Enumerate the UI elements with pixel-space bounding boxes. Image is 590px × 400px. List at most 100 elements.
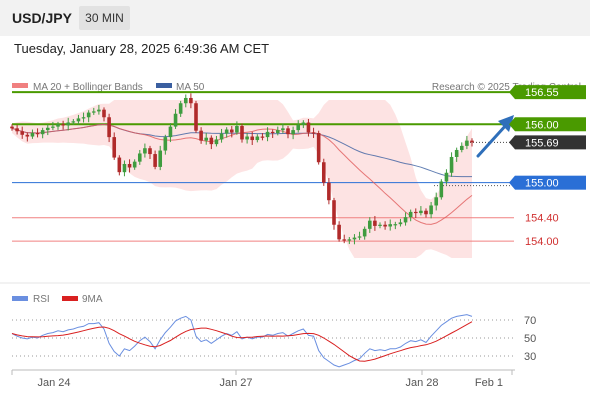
candle [250,131,255,146]
label-pointer [509,85,515,100]
candle-body [148,148,152,155]
candle-body [393,224,398,226]
bollinger-band [12,100,472,258]
candle [347,237,352,245]
rsi-panel [11,314,516,368]
candle-body [35,133,40,135]
candle-body [342,239,347,241]
candle [449,152,454,177]
candle [393,221,398,230]
candle [209,135,214,150]
candle-body [408,211,413,218]
candle-body [51,126,55,128]
candle-body [224,129,229,134]
candle [235,121,239,135]
candle-body [419,210,423,214]
rsi-ma-legend-swatch [62,296,78,301]
candle-body [383,224,387,227]
candle [117,155,122,176]
candle [15,124,19,135]
candle-body [321,162,326,183]
candle-body [306,122,311,133]
candle [224,127,229,138]
candle-body [311,132,316,134]
candle [465,135,469,150]
candle-body [413,211,418,214]
candle-body [10,126,14,129]
candle-body [316,133,321,163]
candle [61,120,65,130]
candle-body [229,129,234,133]
candle [255,134,260,143]
label-text: 155.69 [525,137,559,149]
timeframe-button[interactable]: 30 MIN [79,6,130,30]
candle [204,133,209,145]
candle [35,128,40,138]
candle-body [327,182,331,201]
candle [102,107,106,122]
candle [66,117,71,131]
candle-body [204,137,209,141]
candle [20,126,25,139]
candle-body [459,145,464,150]
candle-body [122,163,127,173]
candle [10,124,14,131]
candle-body [286,128,290,135]
candle-body [25,134,30,137]
label-box [515,175,586,190]
candle [265,127,270,142]
candle [148,145,152,160]
candle [439,179,444,200]
candle-body [143,148,147,154]
pivot-label: 155.00 [509,175,586,190]
candle-body [81,117,86,119]
candle-body [250,136,255,141]
candle-body [357,236,362,238]
candle [296,120,301,133]
candle [127,159,132,173]
rsi-line [11,314,473,368]
candle-body [352,237,357,240]
candle-body [429,205,433,215]
candle [97,104,101,115]
candle [270,129,275,138]
label-pointer [509,135,515,150]
candle-body [56,124,60,127]
label-text: 155.00 [525,178,559,190]
candle-body [40,130,45,135]
candle [378,222,382,229]
candle [403,212,408,226]
candle [76,114,81,125]
candle-body [235,126,239,133]
candle [337,221,341,242]
resistance-label: 156.55 [509,85,586,100]
candle-body [86,112,91,118]
rsi-legend-label: RSI [33,294,50,305]
label-pointer [509,175,515,190]
candle-body [439,181,444,198]
candle [357,231,362,240]
x-tick-label: Jan 27 [219,377,252,389]
candle [275,126,280,136]
candle [240,123,244,143]
candle [367,217,372,233]
candle [429,201,433,219]
candle-body [173,113,178,127]
candle [281,123,285,134]
bollinger-band-area [12,100,472,258]
candle [413,208,418,219]
candle [189,93,193,109]
candle-body [444,172,449,182]
candle-body [270,131,275,134]
resistance-label: 156.00 [509,117,586,132]
candle [424,208,428,218]
candle [321,158,326,186]
chart-datetime: Tuesday, January 28, 2025 6:49:36 AM CET [14,41,270,56]
candle [229,126,234,138]
ma50-legend-swatch [156,83,172,88]
label-pointer [509,117,515,132]
last_price-label: 155.69 [509,135,586,150]
candle [454,147,459,162]
x-tick-label: Jan 24 [37,377,70,389]
candle-body [265,131,270,138]
